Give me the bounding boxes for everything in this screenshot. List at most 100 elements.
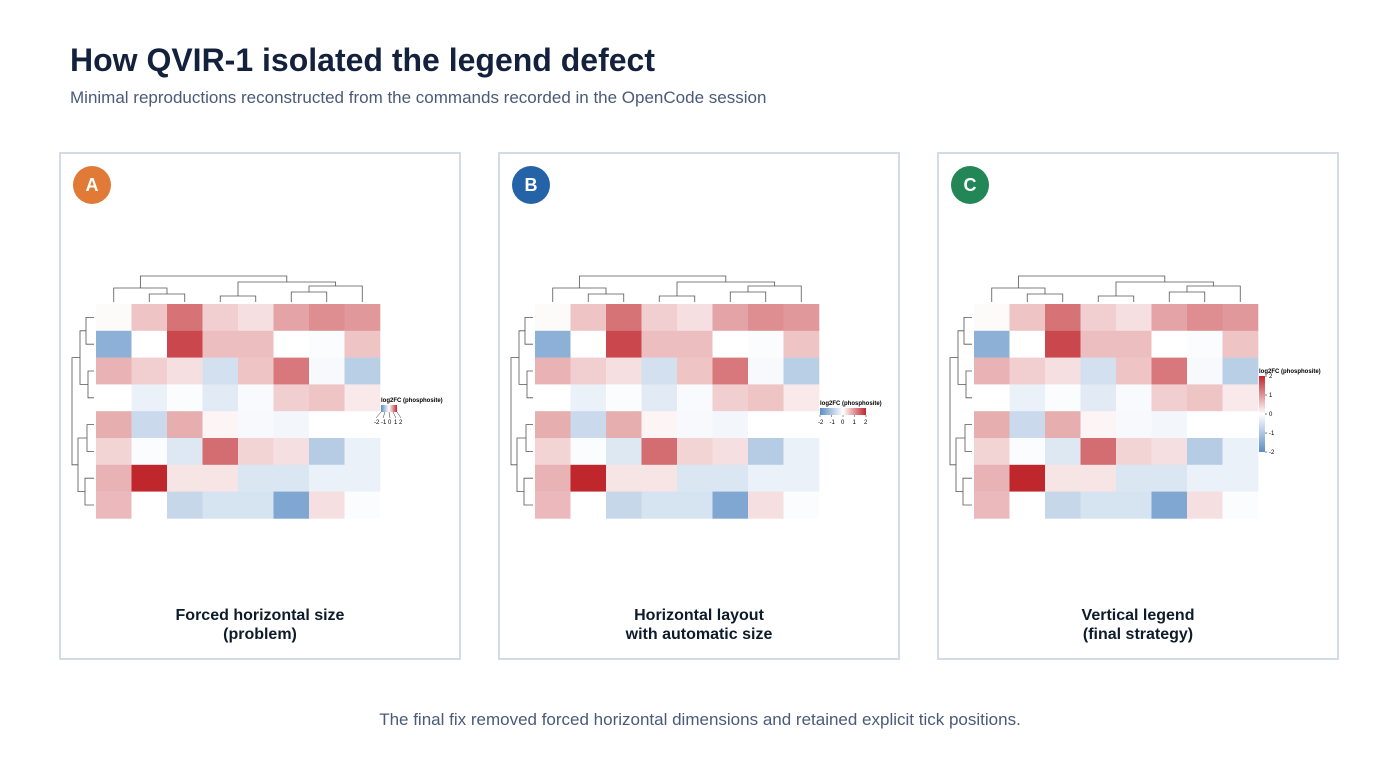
heatmap-cell: [1187, 438, 1223, 466]
heatmap-cell: [1222, 384, 1259, 412]
heatmap-cell: [167, 411, 203, 439]
panel-badge: B: [512, 166, 550, 204]
heatmap-cell: [344, 464, 381, 492]
heatmap-cell: [535, 357, 571, 385]
heatmap-cell: [535, 330, 571, 358]
column-dendrogram: [113, 275, 363, 302]
heatmap-cell: [238, 304, 274, 332]
heatmap-cell: [238, 438, 274, 466]
heatmap-cell: [783, 491, 820, 519]
heatmap-cell: [641, 330, 678, 358]
heatmap-cell: [309, 304, 345, 332]
heatmap-cell: [309, 464, 345, 492]
heatmap-cell: [1009, 411, 1046, 439]
heatmap-cell: [344, 438, 381, 466]
heatmap-cell: [1009, 491, 1046, 519]
heatmap-cell: [1116, 464, 1152, 492]
legend-tick-label: 2: [864, 420, 868, 426]
heatmap-cell: [96, 411, 132, 439]
heatmap-cell: [712, 357, 749, 385]
heatmap-cell: [309, 491, 345, 519]
heatmap-cell: [202, 330, 239, 358]
heatmap-cell: [606, 384, 642, 412]
panel-caption: Vertical legend (final strategy): [939, 606, 1337, 644]
heatmap-cell: [1222, 491, 1259, 519]
heatmap-cell: [309, 384, 345, 412]
panel-caption: Horizontal layout with automatic size: [500, 606, 898, 644]
heatmap-cell: [1045, 491, 1081, 519]
heatmap-cell: [677, 304, 713, 332]
heatmap-cell: [783, 384, 820, 412]
heatmap-cell: [606, 330, 642, 358]
heatmap-cell: [273, 491, 310, 519]
heatmap-cell: [748, 330, 784, 358]
heatmap-cell: [748, 304, 784, 332]
heatmap-cell: [1045, 411, 1081, 439]
heatmap-cell: [167, 464, 203, 492]
heatmap-cell: [1222, 357, 1259, 385]
panel-a: A log2FC (phosphosite) -2 -1 0 1 2 Forced hor…: [59, 152, 461, 660]
heatmap-cell: [202, 384, 239, 412]
panel-badge: C: [951, 166, 989, 204]
column-dendrogram: [991, 275, 1241, 302]
heatmap-cell: [273, 438, 310, 466]
heatmap-cell: [712, 411, 749, 439]
caption-line-2: with automatic size: [625, 626, 773, 643]
row-dendrogram: [510, 317, 533, 506]
heatmap-cell: [974, 438, 1010, 466]
heatmap-cell: [273, 357, 310, 385]
heatmap-cell: [641, 304, 678, 332]
heatmap-cell: [712, 330, 749, 358]
heatmap-cell: [273, 464, 310, 492]
heatmap-cell: [641, 411, 678, 439]
legend-tick-label: 2: [1269, 374, 1273, 380]
heatmap-cell: [273, 411, 310, 439]
heatmap-cell: [1222, 438, 1259, 466]
heatmap-cell: [535, 304, 571, 332]
heatmap-cell: [202, 491, 239, 519]
heatmap-cell: [1187, 491, 1223, 519]
legend-tick-label: 0: [841, 420, 845, 426]
heatmap-cell: [238, 411, 274, 439]
heatmap-cell: [1151, 411, 1188, 439]
caption-line-2: (final strategy): [1082, 626, 1194, 643]
heatmap-cell: [570, 384, 607, 412]
legend-tick-label: 0: [388, 420, 392, 426]
heatmap-cell: [570, 411, 607, 439]
heatmap-cell: [783, 330, 820, 358]
heatmap-cell: [535, 438, 571, 466]
heatmap-plot: log2FC (phosphosite)2 1 0 -1 -2: [949, 275, 1321, 519]
heatmap-cell: [1009, 304, 1046, 332]
heatmap-cell: [1045, 464, 1081, 492]
heatmap-cell: [535, 384, 571, 412]
heatmap-cell: [309, 411, 345, 439]
heatmap-cell: [712, 491, 749, 519]
row-dendrogram: [949, 317, 972, 506]
legend-colorbar: [1259, 376, 1265, 452]
heatmap-cell: [641, 491, 678, 519]
legend-tick-label: -1: [830, 420, 836, 426]
heatmap-cell: [202, 438, 239, 466]
legend-tick-label: 1: [853, 420, 857, 426]
heatmap-cell: [606, 491, 642, 519]
heatmap-cell: [677, 330, 713, 358]
heatmap-cell: [1116, 438, 1152, 466]
heatmap-cell: [1151, 357, 1188, 385]
color-legend: log2FC (phosphosite)2 1 0 -1 -2: [1259, 369, 1321, 456]
legend-colorbar: [820, 408, 866, 415]
heatmap-cell: [273, 330, 310, 358]
column-dendrogram: [552, 275, 802, 302]
heatmap-cell: [606, 304, 642, 332]
heatmap-cell: [712, 384, 749, 412]
heatmap-cell: [309, 357, 345, 385]
legend-tick-label: 0: [1269, 412, 1273, 418]
heatmap-cell: [677, 384, 713, 412]
heatmap-cell: [1187, 304, 1223, 332]
heatmap-cell: [570, 438, 607, 466]
heatmap-cell: [606, 357, 642, 385]
heatmap-cell: [1116, 411, 1152, 439]
heatmap-cell: [1116, 330, 1152, 358]
heatmap-cell: [96, 464, 132, 492]
heatmap-cell: [641, 384, 678, 412]
heatmap-cell: [1009, 438, 1046, 466]
